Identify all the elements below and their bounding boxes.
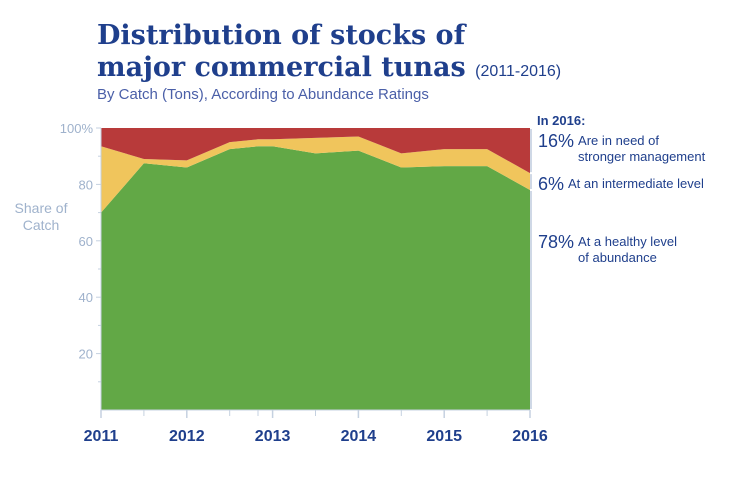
axes-group: 20 40 60 80 100% 2011 2012 2013 2014 2015 2016 — [60, 121, 548, 445]
annotation-text-line-2: of abundance — [578, 250, 657, 265]
title-line-2: major commercial tunas (2011-2016) — [97, 52, 617, 88]
annotation-text: Are in need of stronger management — [578, 131, 705, 165]
annotation-text-line-1: Are in need of — [578, 133, 659, 148]
annotation-need-management: 16% Are in need of stronger management — [538, 131, 705, 165]
annotation-text-line-2: stronger management — [578, 149, 706, 164]
annotation-text: At a healthy level of abundance — [578, 232, 677, 266]
annotation-pct: 6% — [538, 174, 565, 194]
y-tick-label: 40 — [79, 290, 93, 305]
x-tick-label: 2016 — [512, 428, 548, 445]
annotation-intermediate: 6% At an intermediate level — [538, 174, 704, 195]
y-tick-label: 80 — [79, 177, 93, 192]
annotation-text-line-1: At a healthy level — [578, 234, 678, 249]
y-tick-label: 100% — [60, 121, 94, 136]
area-intermediate — [101, 136, 530, 213]
y-tick-label: 60 — [79, 234, 93, 249]
x-tick-label: 2015 — [426, 428, 462, 445]
annotation-pct: 78% — [538, 232, 575, 252]
area-need_management — [101, 128, 530, 174]
annotation-text: At an intermediate level — [568, 174, 704, 192]
annotation-pct: 16% — [538, 131, 575, 151]
area-healthy — [101, 146, 530, 411]
annotation-text-line-1: At an intermediate level — [568, 176, 704, 191]
y-tick-label: 20 — [79, 347, 93, 362]
x-tick-label: 2011 — [84, 428, 119, 445]
side-heading: In 2016: — [537, 113, 586, 128]
y-axis-label: Share of Catch — [10, 200, 72, 234]
x-tick-label: 2012 — [169, 428, 205, 445]
x-tick-label: 2014 — [341, 428, 377, 445]
x-tick-label: 2013 — [255, 428, 291, 445]
title-years: (2011-2016) — [475, 63, 562, 80]
chart-subtitle: By Catch (Tons), According to Abundance … — [97, 86, 429, 103]
area-series-group — [101, 128, 530, 411]
y-axis-label-line-1: Share of — [14, 200, 68, 216]
annotation-healthy: 78% At a healthy level of abundance — [538, 232, 677, 266]
title-line-1: Distribution of stocks of — [97, 20, 466, 51]
title-line-2-text: major commercial tunas — [97, 52, 466, 83]
y-axis-label-line-2: Catch — [22, 217, 60, 233]
chart-title: Distribution of stocks of major commerci… — [97, 20, 617, 88]
